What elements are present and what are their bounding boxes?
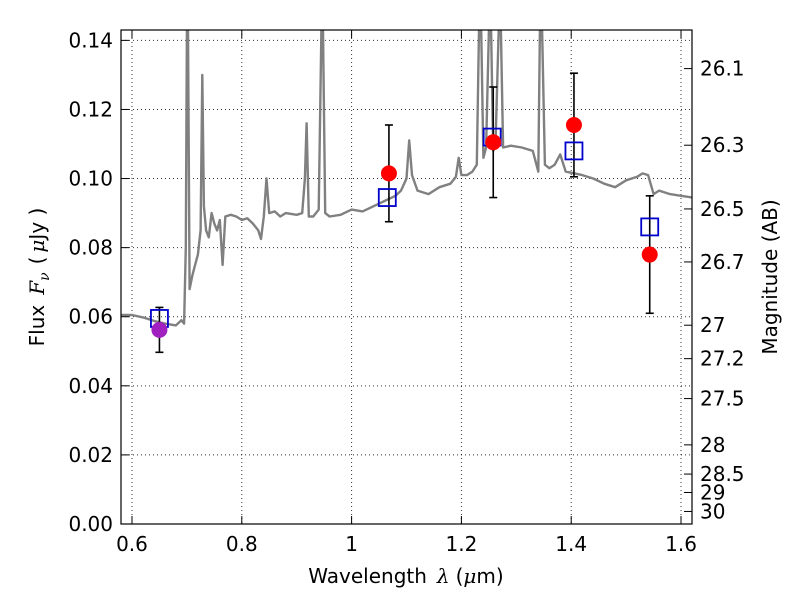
x-tick-label: 1.6 bbox=[665, 532, 697, 556]
x-axis-title: Wavelength λ (μm) bbox=[308, 564, 503, 588]
y2-tick-label: 27 bbox=[700, 313, 725, 337]
y2-tick-label: 27.2 bbox=[700, 347, 745, 371]
axis-ticks bbox=[121, 30, 692, 525]
y-tick-label: 0.00 bbox=[68, 512, 113, 536]
observed-circle-marker bbox=[485, 134, 502, 151]
y-tick-label: 0.10 bbox=[68, 167, 113, 191]
y-axis-title: FluxFν(μJy ) bbox=[25, 208, 53, 347]
observed-circle-marker bbox=[641, 246, 658, 263]
y-tick-labels: 0.00 0.02 0.04 0.06 0.08 0.10 0.12 0.14 bbox=[68, 28, 113, 536]
y2-tick-label: 26.3 bbox=[700, 133, 745, 157]
x-tick-label: 0.8 bbox=[226, 532, 258, 556]
y-tick-label: 0.08 bbox=[68, 236, 113, 260]
y-tick-label: 0.06 bbox=[68, 305, 113, 329]
y2-tick-label: 26.5 bbox=[700, 197, 745, 221]
x-tick-label: 1.2 bbox=[445, 532, 477, 556]
y-tick-label: 0.04 bbox=[68, 374, 113, 398]
synthetic-square-marker bbox=[377, 188, 397, 207]
synthetic-square-marker bbox=[640, 217, 660, 237]
y-tick-label: 0.02 bbox=[68, 443, 113, 467]
observed-circle-marker bbox=[565, 117, 582, 133]
y2-tick-label: 26.1 bbox=[700, 57, 745, 81]
x-tick-label: 0.6 bbox=[116, 532, 148, 556]
observed-photometry-markers bbox=[151, 117, 658, 338]
y2-axis-title: Magnitude (AB) bbox=[758, 199, 782, 354]
y2-tick-label: 28.5 bbox=[700, 462, 745, 486]
plot-area bbox=[121, 30, 692, 524]
x-tick-labels: 0.6 0.8 1 1.2 1.4 1.6 bbox=[116, 532, 697, 556]
model-spectrum-line bbox=[121, 30, 692, 327]
y2-tick-label: 26.7 bbox=[700, 250, 745, 274]
x-tick-label: 1.4 bbox=[555, 532, 587, 556]
y2-tick-label: 29 bbox=[700, 480, 725, 504]
observed-circle-marker bbox=[151, 321, 168, 338]
y-tick-label: 0.14 bbox=[68, 28, 113, 52]
x-tick-label: 1 bbox=[345, 532, 358, 556]
synthetic-square-marker bbox=[564, 141, 584, 161]
plot-frame bbox=[120, 29, 693, 525]
observed-circle-marker bbox=[380, 165, 397, 182]
y2-tick-label: 27.5 bbox=[700, 387, 745, 411]
y2-tick-label: 30 bbox=[700, 499, 725, 523]
y2-tick-label: 28 bbox=[700, 433, 725, 457]
plot-content bbox=[121, 30, 692, 354]
y-tick-label: 0.12 bbox=[68, 97, 113, 121]
